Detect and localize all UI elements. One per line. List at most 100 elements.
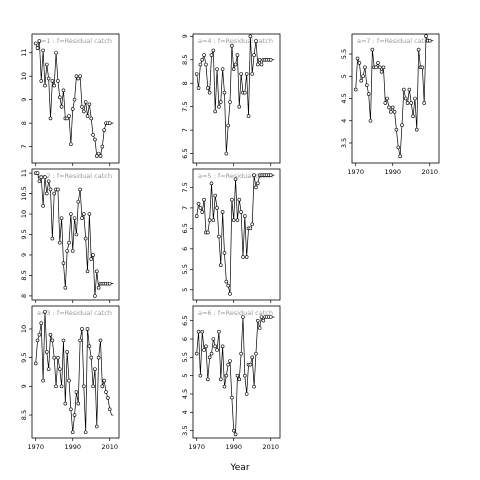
y-tick-label: 3.5	[181, 425, 189, 435]
data-point	[359, 78, 364, 83]
y-tick-label: 11	[20, 169, 28, 177]
data-point	[67, 114, 71, 118]
data-point	[394, 127, 399, 132]
y-tick-label: 10	[20, 325, 28, 333]
data-point	[107, 121, 112, 125]
data-point	[72, 216, 77, 220]
data-point	[102, 128, 106, 132]
data-point	[76, 76, 81, 81]
data-point	[83, 430, 88, 435]
y-tick-label: 4.5	[340, 93, 348, 103]
data-point	[96, 355, 101, 360]
data-point	[76, 401, 81, 406]
data-point	[200, 210, 205, 214]
x-tick-label: 1990	[384, 168, 401, 176]
data-point	[235, 373, 240, 378]
data-point	[250, 355, 255, 360]
data-point	[377, 65, 382, 70]
data-point	[93, 367, 97, 371]
y-tick-label: 10	[20, 72, 28, 80]
y-tick-label: 5	[181, 374, 189, 378]
data-point	[107, 407, 112, 412]
y-tick-label: 8.5	[181, 55, 189, 65]
data-point	[259, 315, 264, 319]
data-point	[248, 226, 253, 231]
data-point	[370, 47, 375, 52]
data-point	[211, 48, 216, 53]
data-point	[427, 38, 432, 43]
data-point	[74, 74, 79, 79]
data-point	[63, 285, 68, 290]
data-point	[69, 142, 73, 147]
data-point	[389, 110, 393, 114]
data-point	[82, 109, 86, 114]
data-point	[57, 367, 62, 371]
data-point	[41, 204, 45, 208]
data-point	[220, 344, 225, 349]
data-point	[243, 90, 247, 95]
data-point	[246, 114, 251, 118]
data-point	[220, 210, 225, 214]
data-point	[45, 191, 49, 196]
data-point	[67, 378, 71, 383]
data-point	[230, 395, 234, 400]
data-point	[237, 377, 242, 382]
data-point	[91, 253, 95, 257]
panel-title: a=3 : f=Residual catch	[37, 309, 112, 317]
data-point	[202, 53, 206, 57]
data-point	[61, 261, 66, 265]
data-point	[209, 351, 214, 356]
data-point	[202, 197, 206, 202]
y-tick-label: 7	[181, 128, 189, 132]
data-point	[243, 214, 247, 218]
data-point	[235, 218, 240, 222]
data-point	[244, 392, 249, 396]
data-point	[366, 92, 371, 96]
data-point	[257, 57, 262, 62]
data-point	[215, 67, 219, 71]
data-point	[194, 72, 199, 76]
data-point	[235, 53, 240, 57]
data-point	[41, 48, 45, 53]
data-point	[231, 218, 236, 222]
y-tick-label: 5.5	[181, 352, 189, 362]
panel-6: a=6 : f=Residual catch 3.5 4 4.5 5 5.5 6 6.5 197…	[181, 305, 281, 451]
data-point	[56, 355, 60, 360]
data-point	[202, 348, 206, 352]
data-point	[52, 355, 57, 360]
x-tick-label: 1970	[188, 443, 205, 451]
data-point	[91, 133, 95, 137]
data-point	[37, 39, 42, 43]
data-point	[52, 191, 57, 196]
data-point	[98, 338, 103, 343]
data-point	[379, 70, 384, 74]
data-point	[228, 359, 232, 363]
data-point	[61, 88, 66, 93]
data-point	[231, 428, 236, 433]
data-point	[226, 123, 230, 128]
data-point	[93, 137, 97, 142]
data-point	[396, 145, 401, 150]
y-tick-label: 7.5	[181, 182, 189, 192]
data-point	[46, 367, 51, 371]
data-point	[37, 179, 42, 184]
data-point	[368, 118, 373, 123]
data-point	[204, 344, 208, 349]
panel-title: a=2 : f=Residual catch	[37, 172, 112, 180]
data-point	[400, 123, 404, 127]
y-tick-label: 9.5	[20, 229, 28, 239]
data-point	[48, 332, 53, 337]
data-point	[239, 72, 243, 76]
data-point	[268, 173, 273, 177]
data-point	[85, 114, 90, 118]
x-tick-label: 2010	[262, 443, 279, 451]
data-point	[250, 72, 255, 76]
data-point	[89, 257, 94, 261]
data-point	[422, 101, 426, 105]
series-line	[196, 36, 275, 154]
data-point	[209, 53, 214, 57]
data-point	[261, 318, 266, 323]
data-point	[59, 216, 64, 220]
data-point	[268, 315, 273, 319]
data-point	[33, 361, 38, 366]
